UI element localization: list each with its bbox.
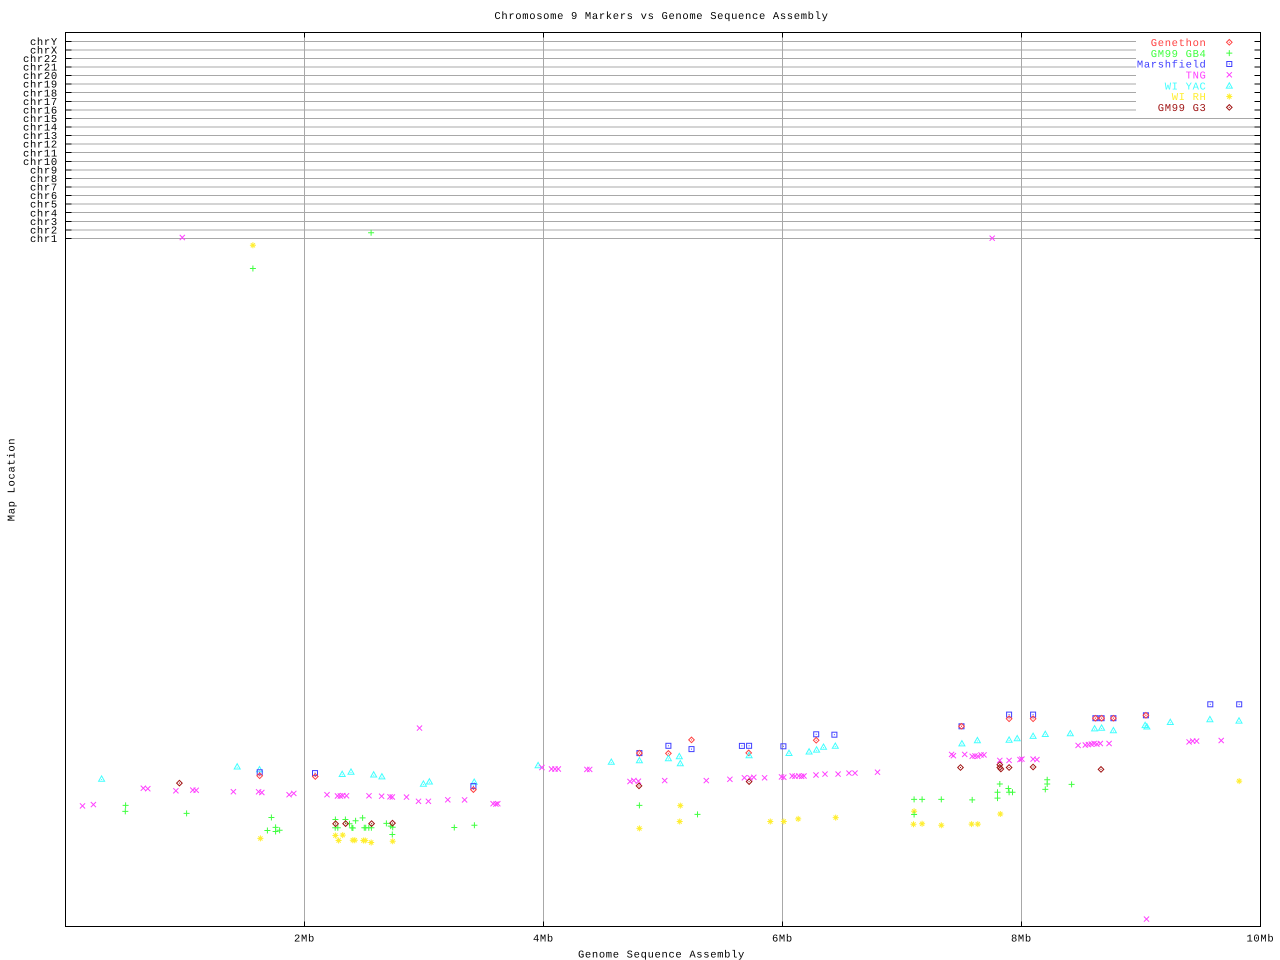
svg-text:chr7: chr7 <box>30 183 58 195</box>
svg-text:chrY: chrY <box>30 37 58 49</box>
svg-text:chr17: chr17 <box>23 97 58 109</box>
svg-text:GM99 GB4: GM99 GB4 <box>1151 49 1207 61</box>
svg-text:Genome Sequence Assembly: Genome Sequence Assembly <box>578 950 745 960</box>
svg-text:chr5: chr5 <box>30 200 58 212</box>
svg-text:WI RH: WI RH <box>1172 92 1207 104</box>
svg-text:chr19: chr19 <box>23 80 58 92</box>
svg-text:Genethon: Genethon <box>1151 38 1207 50</box>
svg-text:chr2: chr2 <box>30 225 58 237</box>
svg-text:8Mb: 8Mb <box>1011 934 1032 946</box>
svg-text:chr1: chr1 <box>30 234 58 246</box>
svg-text:GM99 G3: GM99 G3 <box>1158 103 1207 115</box>
svg-text:chr3: chr3 <box>30 217 58 229</box>
svg-text:chr10: chr10 <box>23 157 58 169</box>
svg-text:WI YAC: WI YAC <box>1165 81 1207 93</box>
svg-text:chr4: chr4 <box>30 208 58 220</box>
svg-text:chr9: chr9 <box>30 165 58 177</box>
svg-text:chr21: chr21 <box>23 63 58 75</box>
svg-text:chr15: chr15 <box>23 114 58 126</box>
svg-text:chrX: chrX <box>30 46 58 58</box>
svg-text:chr16: chr16 <box>23 106 58 118</box>
svg-text:Chromosome 9 Markers vs Genome: Chromosome 9 Markers vs Genome Sequence … <box>494 11 828 23</box>
svg-text:chr13: chr13 <box>23 131 58 143</box>
svg-text:chr12: chr12 <box>23 140 58 152</box>
svg-text:chr11: chr11 <box>23 148 58 160</box>
svg-text:chr14: chr14 <box>23 123 58 135</box>
svg-text:2Mb: 2Mb <box>294 934 315 946</box>
svg-text:10Mb: 10Mb <box>1246 934 1274 946</box>
svg-text:Map Location: Map Location <box>7 438 19 522</box>
svg-text:chr22: chr22 <box>23 54 58 66</box>
svg-text:chr18: chr18 <box>23 88 58 100</box>
svg-text:6Mb: 6Mb <box>772 934 793 946</box>
svg-text:Marshfield: Marshfield <box>1137 60 1207 72</box>
svg-text:chr20: chr20 <box>23 71 58 83</box>
svg-text:4Mb: 4Mb <box>533 934 554 946</box>
svg-text:chr6: chr6 <box>30 191 58 203</box>
svg-text:chr8: chr8 <box>30 174 58 186</box>
svg-text:TNG: TNG <box>1186 70 1207 82</box>
